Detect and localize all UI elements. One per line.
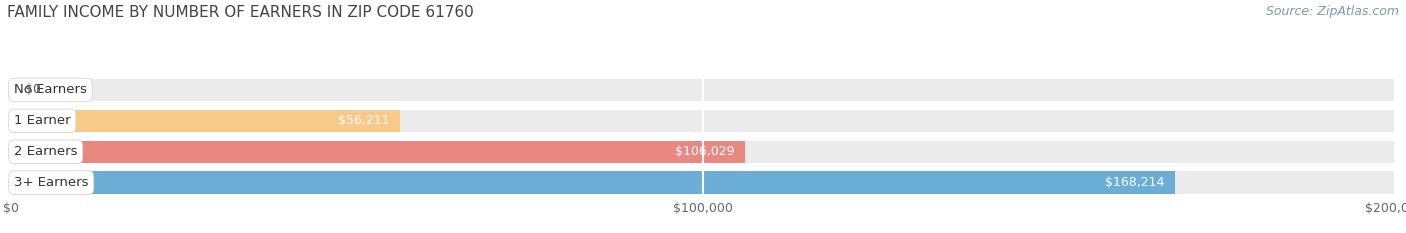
Text: $106,029: $106,029 xyxy=(675,145,734,158)
Text: FAMILY INCOME BY NUMBER OF EARNERS IN ZIP CODE 61760: FAMILY INCOME BY NUMBER OF EARNERS IN ZI… xyxy=(7,5,474,20)
Text: $56,211: $56,211 xyxy=(339,114,389,127)
Text: $0: $0 xyxy=(25,83,41,96)
Bar xyxy=(11,171,1175,194)
Bar xyxy=(11,110,401,132)
Text: 1 Earner: 1 Earner xyxy=(14,114,70,127)
Text: 3+ Earners: 3+ Earners xyxy=(14,176,89,189)
Bar xyxy=(11,171,1395,194)
Bar xyxy=(11,141,745,163)
Bar xyxy=(11,110,1395,132)
Bar xyxy=(11,141,1395,163)
Text: 2 Earners: 2 Earners xyxy=(14,145,77,158)
Text: $168,214: $168,214 xyxy=(1105,176,1164,189)
Text: No Earners: No Earners xyxy=(14,83,87,96)
Bar xyxy=(11,79,1395,101)
Text: Source: ZipAtlas.com: Source: ZipAtlas.com xyxy=(1265,5,1399,18)
